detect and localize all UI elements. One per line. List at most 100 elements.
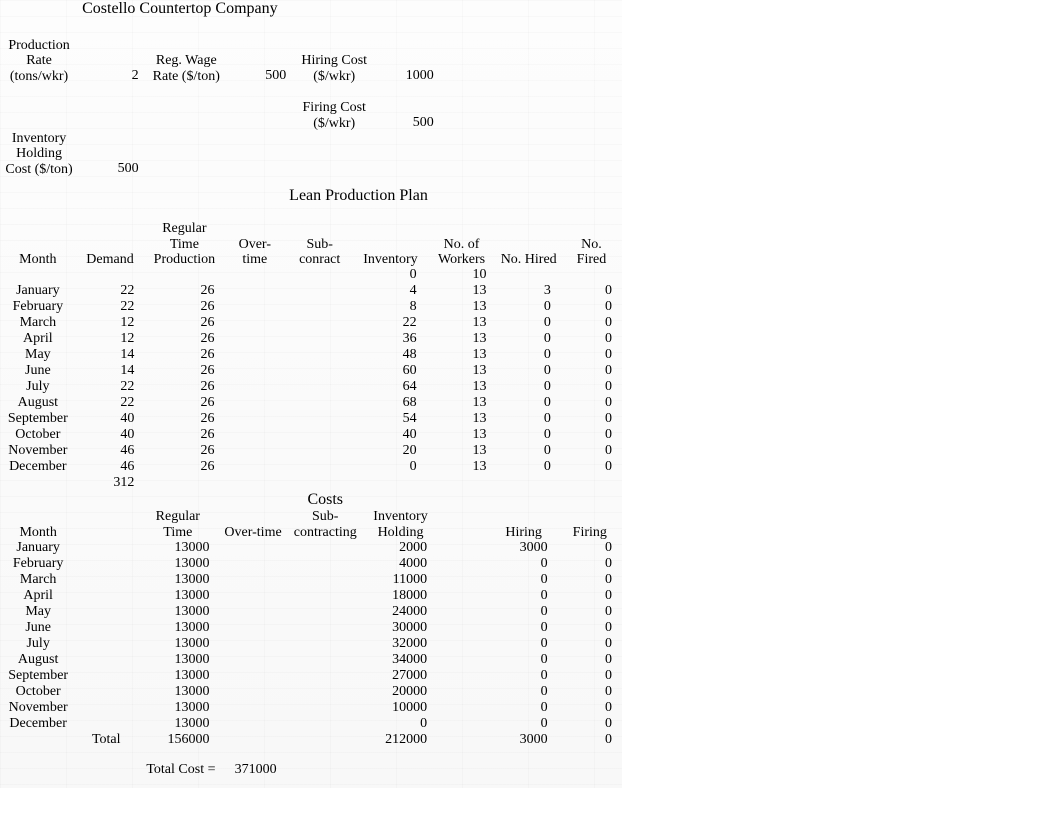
plan-workers: 13 <box>427 363 497 379</box>
plan-workers: 13 <box>427 315 497 331</box>
plan-fired: 0 <box>561 283 622 299</box>
costs-firing: 0 <box>558 572 622 588</box>
plan-fired: 0 <box>561 315 622 331</box>
firing-cost-label: Firing Cost ($/wkr) <box>296 100 372 131</box>
costs-inv: 2000 <box>364 540 437 556</box>
plan-demand: 40 <box>76 411 145 427</box>
costs-row: April130001800000 <box>0 588 622 604</box>
plan-hired: 0 <box>496 315 560 331</box>
costs-table: Costs Month Regular Time Over-time Sub-c… <box>0 491 622 778</box>
costs-total-row: Total 156000 212000 3000 0 <box>0 732 622 748</box>
costs-rt: 13000 <box>136 604 219 620</box>
plan-hired: 0 <box>496 427 560 443</box>
plan-inv: 40 <box>354 427 426 443</box>
plan-month: March <box>0 315 76 331</box>
plan-rtp: 26 <box>144 427 224 443</box>
costs-month: September <box>0 668 76 684</box>
plan-hired: 0 <box>496 331 560 347</box>
init-inventory: 0 <box>354 267 426 283</box>
plan-demand: 40 <box>76 427 145 443</box>
plan-demand: 12 <box>76 315 145 331</box>
plan-workers: 13 <box>427 299 497 315</box>
plan-month: April <box>0 331 76 347</box>
plan-demand: 14 <box>76 347 145 363</box>
costs-month: November <box>0 700 76 716</box>
plan-demand: 14 <box>76 363 145 379</box>
costs-month: April <box>0 588 76 604</box>
plan-hdr-rtp: Regular Time Production <box>144 221 224 267</box>
plan-hired: 0 <box>496 443 560 459</box>
costs-rt: 13000 <box>136 700 219 716</box>
plan-inv: 64 <box>354 379 426 395</box>
costs-month: March <box>0 572 76 588</box>
costs-hiring: 0 <box>490 684 558 700</box>
plan-demand: 46 <box>76 459 145 475</box>
prod-rate-value: 2 <box>78 38 148 84</box>
reg-wage-value: 500 <box>224 38 296 84</box>
plan-hdr-sub: Sub-conract <box>285 221 354 267</box>
plan-rtp: 26 <box>144 315 224 331</box>
plan-workers: 13 <box>427 347 497 363</box>
total-hiring: 3000 <box>490 732 558 748</box>
costs-firing: 0 <box>558 604 622 620</box>
plan-rtp: 26 <box>144 299 224 315</box>
plan-row: November4626201300 <box>0 443 622 459</box>
costs-month: January <box>0 540 76 556</box>
plan-inv: 20 <box>354 443 426 459</box>
costs-month: August <box>0 652 76 668</box>
costs-row: February13000400000 <box>0 556 622 572</box>
plan-workers: 13 <box>427 283 497 299</box>
plan-rtp: 26 <box>144 379 224 395</box>
plan-inv: 4 <box>354 283 426 299</box>
plan-month: October <box>0 427 76 443</box>
costs-row: May130002400000 <box>0 604 622 620</box>
plan-inv: 0 <box>354 459 426 475</box>
plan-init-row: 0 10 <box>0 267 622 283</box>
plan-fired: 0 <box>561 443 622 459</box>
costs-firing: 0 <box>558 620 622 636</box>
init-workers: 10 <box>427 267 497 283</box>
plan-row: September4026541300 <box>0 411 622 427</box>
plan-month: May <box>0 347 76 363</box>
costs-inv: 30000 <box>364 620 437 636</box>
plan-row: August2226681300 <box>0 395 622 411</box>
costs-rt: 13000 <box>136 556 219 572</box>
costs-firing: 0 <box>558 556 622 572</box>
params-table: Costello Countertop Company Production R… <box>0 0 622 187</box>
plan-demand: 22 <box>76 283 145 299</box>
costs-month: October <box>0 684 76 700</box>
costs-firing: 0 <box>558 668 622 684</box>
costs-row: June130003000000 <box>0 620 622 636</box>
costs-firing: 0 <box>558 684 622 700</box>
costs-month: May <box>0 604 76 620</box>
plan-row: May1426481300 <box>0 347 622 363</box>
plan-fired: 0 <box>561 363 622 379</box>
plan-workers: 13 <box>427 443 497 459</box>
costs-rt: 13000 <box>136 684 219 700</box>
costs-inv: 18000 <box>364 588 437 604</box>
costs-inv: 4000 <box>364 556 437 572</box>
costs-hdr-inv: Inventory Holding <box>364 509 437 540</box>
total-cost-label: Total Cost = <box>136 762 219 778</box>
total-rt: 156000 <box>136 732 219 748</box>
costs-firing: 0 <box>558 540 622 556</box>
inv-hold-value: 500 <box>78 131 148 177</box>
costs-hiring: 0 <box>490 604 558 620</box>
plan-row: July2226641300 <box>0 379 622 395</box>
plan-hired: 0 <box>496 395 560 411</box>
plan-month: September <box>0 411 76 427</box>
plan-month: July <box>0 379 76 395</box>
plan-fired: 0 <box>561 331 622 347</box>
costs-row: March130001100000 <box>0 572 622 588</box>
costs-rt: 13000 <box>136 588 219 604</box>
reg-wage-label: Reg. Wage Rate ($/ton) <box>149 38 224 84</box>
costs-hdr-sub: Sub-contracting <box>287 509 364 540</box>
plan-hired: 0 <box>496 459 560 475</box>
plan-month: February <box>0 299 76 315</box>
costs-inv: 20000 <box>364 684 437 700</box>
costs-firing: 0 <box>558 636 622 652</box>
plan-rtp: 26 <box>144 411 224 427</box>
plan-month: December <box>0 459 76 475</box>
costs-hiring: 0 <box>490 700 558 716</box>
costs-rt: 13000 <box>136 620 219 636</box>
